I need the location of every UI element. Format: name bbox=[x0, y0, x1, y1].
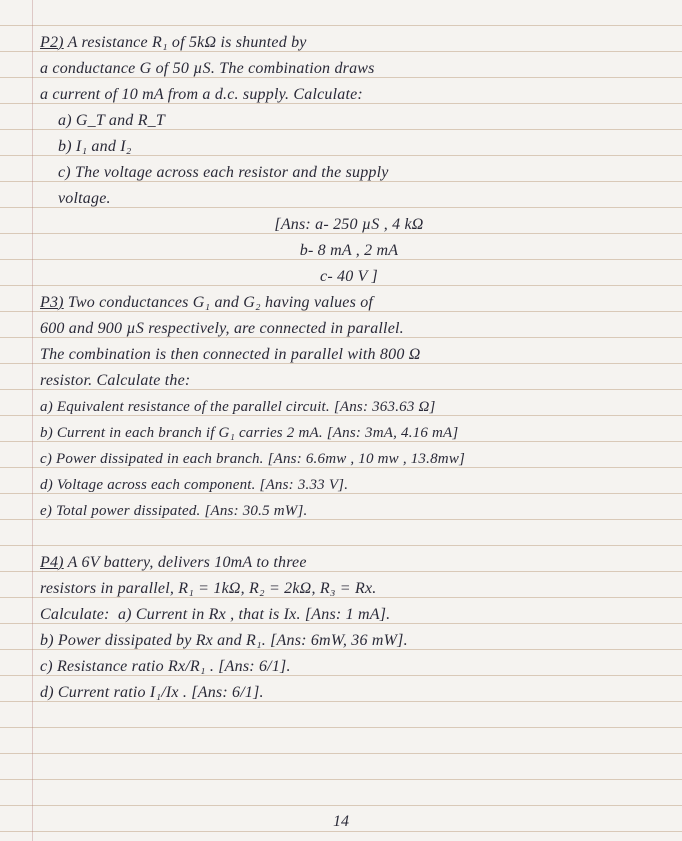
p3-intro2: 600 and 900 µS respectively, are connect… bbox=[40, 316, 658, 342]
p4-part-b: b) Power dissipated by Rx and R₁. [Ans: … bbox=[40, 628, 658, 654]
p2-part-a: a) G_T and R_T bbox=[40, 108, 658, 134]
p4-label: P4) bbox=[40, 554, 64, 571]
notebook-page: P2) A resistance R₁ of 5kΩ is shunted by… bbox=[0, 0, 682, 841]
page-number: 14 bbox=[0, 813, 682, 831]
p3-part-e: e) Total power dissipated. [Ans: 30.5 mW… bbox=[40, 498, 658, 524]
p2-part-c2: voltage. bbox=[40, 186, 658, 212]
p3-part-b: b) Current in each branch if G₁ carries … bbox=[40, 420, 658, 446]
p2-line1: P2) A resistance R₁ of 5kΩ is shunted by bbox=[40, 30, 658, 56]
p4-line1: P4) A 6V battery, delivers 10mA to three bbox=[40, 550, 658, 576]
p2-intro2: a conductance G of 50 µS. The combinatio… bbox=[40, 56, 658, 82]
p3-part-c: c) Power dissipated in each branch. [Ans… bbox=[40, 446, 658, 472]
p4-intro3: Calculate: a) Current in Rx , that is Ix… bbox=[40, 602, 658, 628]
p4-part-c: c) Resistance ratio Rx/R₁ . [Ans: 6/1]. bbox=[40, 654, 658, 680]
p2-ans-b: b- 8 mA , 2 mA bbox=[40, 238, 658, 264]
p2-intro1: A resistance R₁ of 5kΩ is shunted by bbox=[68, 34, 307, 51]
p2-label: P2) bbox=[40, 34, 64, 51]
p2-part-b: b) I₁ and I₂ bbox=[40, 134, 658, 160]
p2-intro3: a current of 10 mA from a d.c. supply. C… bbox=[40, 82, 658, 108]
p3-part-a: a) Equivalent resistance of the parallel… bbox=[40, 394, 658, 420]
p4-intro1: A 6V battery, delivers 10mA to three bbox=[68, 554, 307, 571]
p2-ans-c: c- 40 V ] bbox=[40, 264, 658, 290]
p3-part-d: d) Voltage across each component. [Ans: … bbox=[40, 472, 658, 498]
p3-label: P3) bbox=[40, 294, 64, 311]
p2-part-c1: c) The voltage across each resistor and … bbox=[40, 160, 658, 186]
margin-rule bbox=[32, 0, 33, 841]
p2-ans-a: [Ans: a- 250 µS , 4 kΩ bbox=[40, 212, 658, 238]
p3-intro1: Two conductances G₁ and G₂ having values… bbox=[68, 294, 373, 311]
p3-intro4: resistor. Calculate the: bbox=[40, 368, 658, 394]
p4-part-d: d) Current ratio I₁/Ix . [Ans: 6/1]. bbox=[40, 680, 658, 706]
p3-line1: P3) Two conductances G₁ and G₂ having va… bbox=[40, 290, 658, 316]
p4-intro2: resistors in parallel, R₁ = 1kΩ, R₂ = 2k… bbox=[40, 576, 658, 602]
p3-intro3: The combination is then connected in par… bbox=[40, 342, 658, 368]
spacer bbox=[40, 524, 658, 550]
